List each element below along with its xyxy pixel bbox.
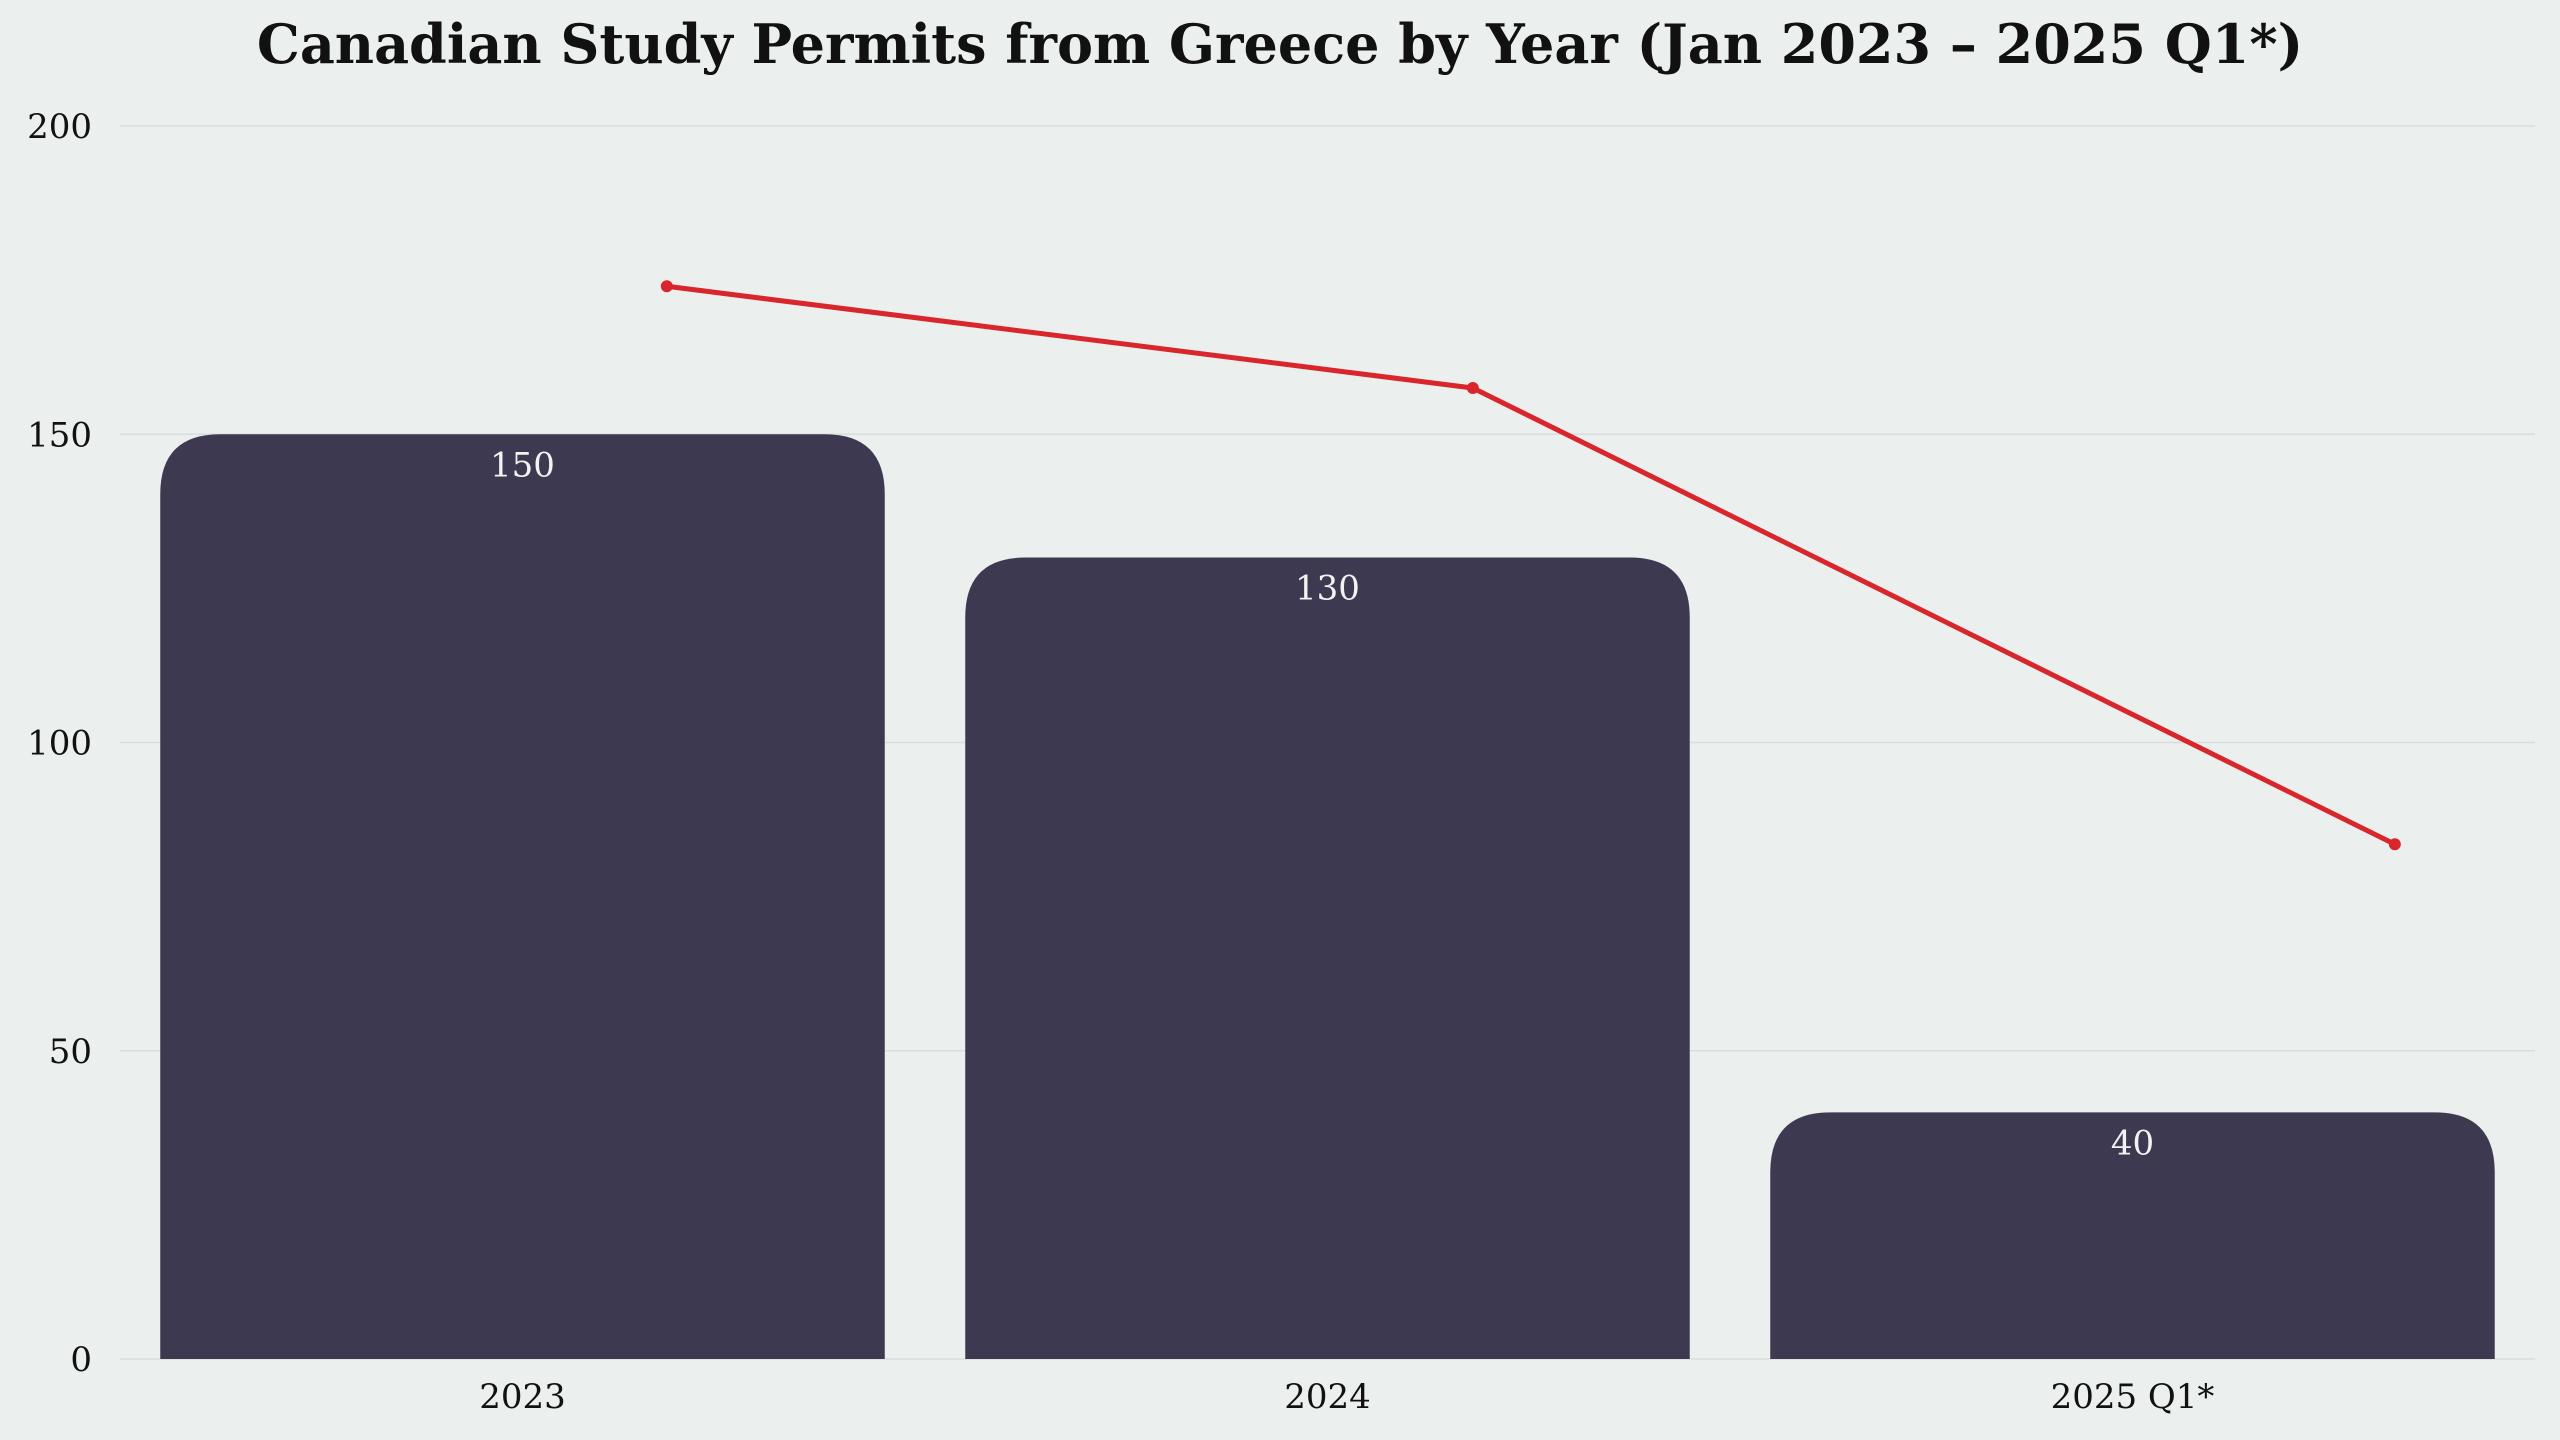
- y-tick-label: 200: [27, 107, 92, 147]
- x-tick-label: 2023: [479, 1377, 566, 1417]
- line-point: [2388, 838, 2401, 851]
- bar-value-label: 40: [2111, 1123, 2154, 1163]
- bar-2024: [965, 557, 1690, 1359]
- x-tick-label: 2025 Q1*: [2051, 1377, 2215, 1417]
- y-tick-label: 50: [49, 1032, 92, 1072]
- chart-title: Canadian Study Permits from Greece by Ye…: [256, 12, 2304, 76]
- trend-line: [660, 280, 2401, 851]
- x-tick-label: 2024: [1284, 1377, 1371, 1417]
- y-axis: 0 50 100 150 200: [27, 107, 92, 1380]
- bar-value-label: 150: [490, 445, 555, 485]
- y-tick-label: 100: [27, 724, 92, 764]
- y-tick-label: 0: [70, 1340, 92, 1380]
- bars: 150 130 40: [160, 434, 2495, 1359]
- y-tick-label: 150: [27, 415, 92, 455]
- line-point: [1466, 382, 1479, 395]
- bar-2025-q1-: [1770, 1112, 2495, 1359]
- bar-value-label: 130: [1295, 569, 1360, 609]
- bar-2023: [160, 434, 885, 1359]
- x-axis: 2023 2024 2025 Q1*: [479, 1377, 2214, 1417]
- line-point: [660, 280, 673, 293]
